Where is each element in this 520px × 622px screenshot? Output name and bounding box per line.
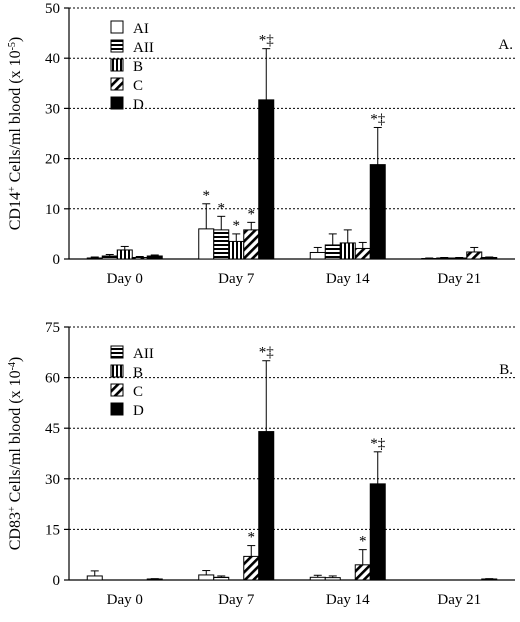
y-tick-label: 45 (45, 421, 60, 437)
bar-c (354, 247, 371, 260)
legend-swatch-aii (110, 39, 124, 53)
significance-mark: *‡ (259, 33, 275, 49)
x-tick-label: Day 7 (218, 271, 255, 287)
y-axis-label-superscript: + (7, 186, 18, 192)
legend-label: B (133, 365, 143, 381)
bar-ai (309, 251, 326, 260)
x-tick-label: Day 0 (107, 592, 143, 608)
y-tick-label: 75 (45, 320, 60, 336)
bar-ai (309, 576, 326, 581)
x-tick-label: Day 21 (437, 592, 481, 608)
significance-mark: *‡ (370, 111, 386, 127)
significance-mark: * (248, 206, 256, 222)
panel-a: 0 10 20 30 40 50 CD14+ Cells/ml blood (x 10-5)… (7, 1, 515, 287)
legend-swatch-d (110, 402, 124, 416)
y-tick-label: 20 (45, 152, 60, 168)
legend-label: D (133, 97, 144, 113)
y-axis-label-part: CD83 (7, 512, 24, 550)
y-axis-label-part: CD14 (7, 192, 24, 230)
legend-label: C (133, 78, 143, 94)
y-tick-label: 15 (45, 522, 60, 538)
legend-swatch-b (110, 58, 124, 72)
bar-ai (198, 228, 215, 260)
legend-label: B (133, 59, 143, 75)
legend: AI AII BCD (110, 20, 154, 113)
bar-d (258, 99, 275, 260)
bar-d (369, 483, 386, 581)
bar-d (369, 164, 386, 260)
bar-c (243, 229, 260, 260)
significance-mark: * (359, 534, 367, 550)
bar-aii (324, 244, 341, 260)
y-tick-label: 40 (45, 51, 60, 67)
legend-swatch-ai (110, 20, 124, 34)
legend-label: C (133, 384, 143, 400)
legend-swatch-aii (110, 345, 124, 359)
y-axis-label-part: Cells/ml blood (x 10 (7, 370, 24, 506)
bar-c (466, 251, 483, 260)
y-axis-label-superscript: -4 (7, 362, 18, 370)
bar-d (258, 431, 275, 581)
legend-label: AII (133, 346, 154, 362)
legend-swatch-c (110, 77, 124, 91)
bar-b (339, 242, 356, 260)
significance-mark: * (248, 530, 256, 546)
legend-label: D (133, 403, 144, 419)
y-axis-label: CD83+ Cells/ml blood (x 10-4) (7, 357, 25, 551)
bar-b (116, 249, 133, 260)
bar-aii (213, 576, 230, 581)
bar-ai (421, 257, 438, 260)
legend-label: AI (133, 21, 149, 37)
significance-mark: * (203, 188, 211, 204)
significance-mark: * (233, 218, 241, 234)
x-tick-label: Day 7 (218, 592, 255, 608)
y-tick-label: 10 (45, 202, 60, 218)
y-axis-label-part: ) (7, 37, 24, 42)
legend: AII BCD (110, 345, 154, 419)
bar-b (228, 240, 245, 260)
y-axis-label: CD14+ Cells/ml blood (x 10-5) (7, 37, 25, 231)
bar-ai (86, 257, 103, 260)
bar-c (243, 555, 260, 581)
legend-swatch-b (110, 364, 124, 378)
bar-b (451, 257, 468, 260)
bar-ai (86, 575, 103, 581)
bar-d (481, 256, 498, 260)
bar-aii (213, 229, 230, 260)
x-tick-label: Day 14 (326, 271, 370, 287)
bar-aii (324, 577, 341, 581)
bar-aii (436, 257, 453, 260)
bar-ai (198, 574, 215, 581)
y-tick-label: 50 (45, 1, 60, 17)
panel-label: B. (499, 362, 513, 378)
legend-swatch-c (110, 383, 124, 397)
y-axis-label-part: ) (7, 357, 24, 362)
x-tick-label: Day 14 (326, 592, 370, 608)
y-axis-label-superscript: + (7, 506, 18, 512)
x-tick-label: Day 0 (107, 271, 143, 287)
y-tick-label: 0 (53, 573, 61, 589)
significance-mark: * (218, 200, 226, 216)
bar-d (146, 255, 163, 260)
panel-label: A. (498, 37, 513, 53)
y-tick-label: 30 (45, 472, 60, 488)
legend-swatch-d (110, 96, 124, 110)
y-tick-label: 0 (53, 252, 61, 268)
bar-c (354, 564, 371, 581)
significance-mark: *‡ (370, 436, 386, 452)
y-axis-label-superscript: -5 (7, 42, 18, 50)
significance-mark: *‡ (259, 345, 275, 361)
legend-label: AII (133, 40, 154, 56)
x-tick-label: Day 21 (437, 271, 481, 287)
panel-b: 0 15 30 45 60 75 CD83+ Cells/ml blood (x 10-4)… (7, 320, 515, 608)
y-tick-label: 30 (45, 101, 60, 117)
y-axis-label-part: Cells/ml blood (x 10 (7, 50, 24, 186)
y-tick-label: 60 (45, 371, 60, 387)
bar-aii (101, 255, 118, 260)
bar-c (131, 256, 148, 260)
